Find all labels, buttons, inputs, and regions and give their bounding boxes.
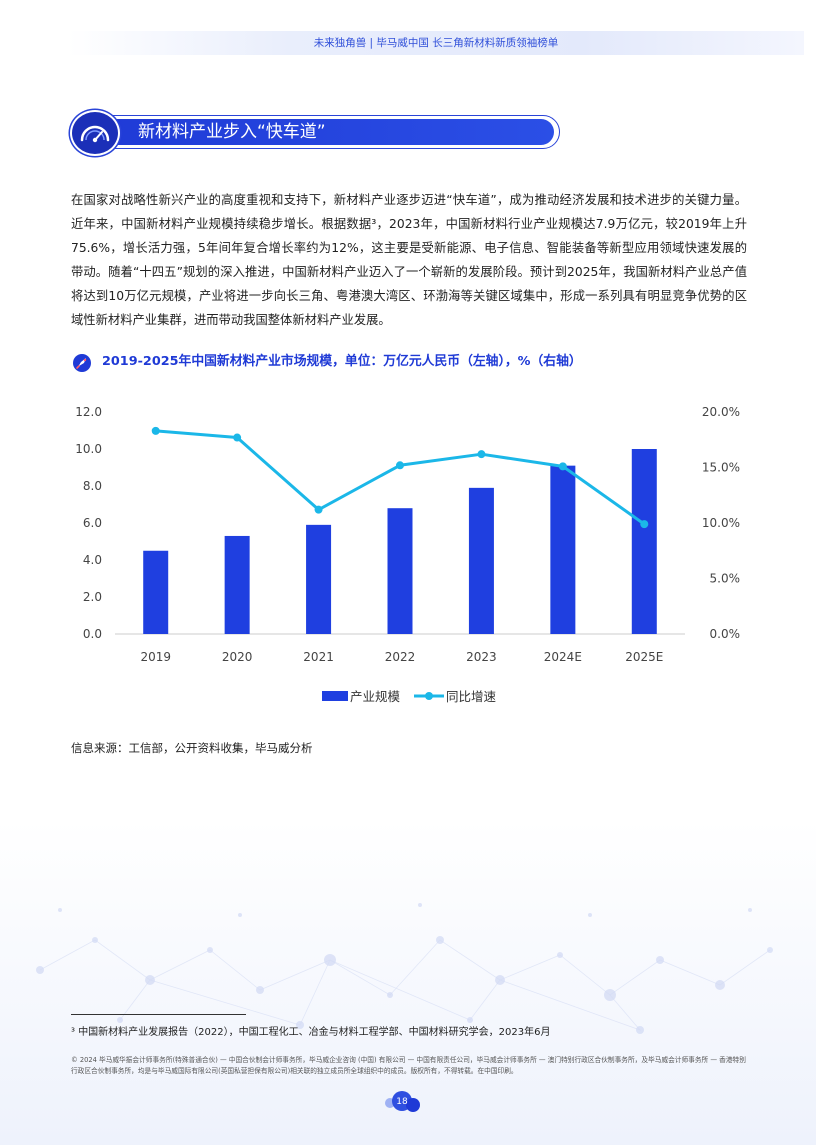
market-size-chart: 0.0 2.0 4.0 6.0 8.0 10.0 12.0 0.0% 5.0% 10.0% 15.0… bbox=[75, 405, 741, 704]
y-right-tick-label: 20.0% bbox=[702, 405, 740, 419]
x-tick-label: 2025E bbox=[625, 650, 663, 664]
footnote-divider bbox=[71, 1014, 246, 1015]
y-right-tick-label: 10.0% bbox=[702, 516, 740, 530]
footnote: ³ 中国新材料产业发展报告（2022），中国工程化工、冶金与材料工程学部、中国材… bbox=[71, 1027, 551, 1038]
chart-title: 2019-2025年中国新材料产业市场规模，单位：万亿元人民币（左轴），%（右轴… bbox=[102, 354, 582, 369]
y-left-tick-label: 6.0 bbox=[83, 516, 102, 530]
background-dot-network bbox=[0, 820, 816, 1145]
growth-point-2019 bbox=[151, 426, 160, 435]
legend-line-marker bbox=[425, 692, 433, 700]
source-note: 信息来源：工信部，公开资料收集，毕马威分析 bbox=[71, 741, 313, 755]
x-tick-label: 2022 bbox=[385, 650, 416, 664]
rocket-icon bbox=[73, 354, 91, 372]
y-left-tick-label: 2.0 bbox=[83, 590, 102, 604]
y-left-tick-label: 0.0 bbox=[83, 627, 102, 641]
section-title-banner: 新材料产业步入“快车道” bbox=[70, 110, 560, 156]
section-title-fill bbox=[92, 119, 554, 145]
running-header: 未来独角兽 | 毕马威中国 长三角新材料新质领袖榜单 bbox=[68, 31, 804, 55]
bar-2025E bbox=[631, 449, 657, 634]
legend-line-label: 同比增速 bbox=[446, 689, 497, 704]
y-left-tick-label: 12.0 bbox=[75, 405, 102, 419]
bar-2022 bbox=[387, 508, 413, 634]
legend-bar-label: 产业规模 bbox=[350, 689, 401, 704]
x-tick-label: 2020 bbox=[222, 650, 253, 664]
y-right-tick-label: 15.0% bbox=[702, 461, 740, 475]
bar-2023 bbox=[468, 487, 494, 634]
y-left-tick-label: 10.0 bbox=[75, 442, 102, 456]
bar-2024E bbox=[550, 465, 576, 634]
growth-point-2024E bbox=[558, 462, 567, 471]
running-header-text: 未来独角兽 | 毕马威中国 长三角新材料新质领袖榜单 bbox=[313, 37, 559, 49]
bar-2019 bbox=[143, 550, 169, 634]
x-tick-label: 2021 bbox=[303, 650, 334, 664]
x-tick-label: 2024E bbox=[544, 650, 582, 664]
legend-bar-swatch bbox=[322, 691, 348, 701]
bar-2020 bbox=[224, 535, 250, 634]
growth-point-2023 bbox=[477, 450, 486, 459]
x-tick-label: 2023 bbox=[466, 650, 497, 664]
y-right-tick-label: 0.0% bbox=[710, 627, 741, 641]
x-tick-label: 2019 bbox=[140, 650, 171, 664]
body-paragraph: 在国家对战略性新兴产业的高度重视和支持下，新材料产业逐步迈进“快车道”，成为推动… bbox=[71, 193, 747, 328]
y-left-tick-label: 8.0 bbox=[83, 479, 102, 493]
bar-2021 bbox=[306, 524, 332, 634]
section-title: 新材料产业步入“快车道” bbox=[138, 122, 326, 142]
growth-point-2022 bbox=[396, 461, 404, 470]
y-right-tick-label: 5.0% bbox=[710, 572, 741, 586]
page-number-badge: 18 bbox=[382, 1090, 422, 1116]
speedometer-icon bbox=[70, 110, 120, 156]
page-number: 18 bbox=[396, 1097, 408, 1107]
growth-point-2020 bbox=[233, 433, 242, 442]
copyright-notice: © 2024 毕马威华振会计师事务所(特殊普通合伙) — 中国合伙制会计师事务所… bbox=[71, 1056, 746, 1075]
growth-point-2021 bbox=[314, 505, 323, 514]
growth-point-2025E bbox=[640, 520, 649, 529]
y-left-tick-label: 4.0 bbox=[83, 553, 102, 567]
